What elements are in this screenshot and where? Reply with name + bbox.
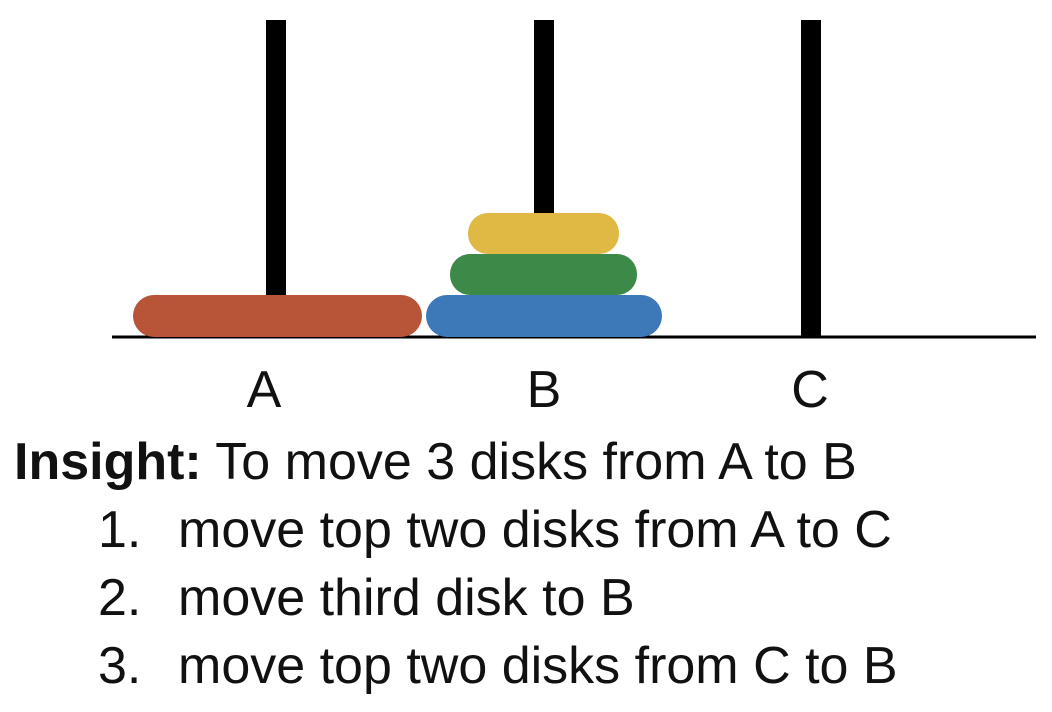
peg-label-c: C — [791, 361, 829, 419]
insight-line: Insight: To move 3 disks from A to B — [14, 430, 857, 494]
tower-of-hanoi-diagram — [112, 20, 1036, 339]
step-item: 1. move top two disks from A to C — [98, 496, 898, 564]
blue-disk — [426, 295, 662, 337]
step-text: move top two disks from A to C — [178, 501, 892, 559]
steps-list: 1. move top two disks from A to C 2. move … — [98, 496, 898, 700]
step-item: 2. move third disk to B — [98, 564, 898, 632]
step-number: 2. — [98, 569, 142, 627]
insight-heading: Insight: — [14, 433, 202, 491]
step-text: move third disk to B — [178, 569, 635, 627]
step-number: 3. — [98, 637, 142, 695]
step-number: 1. — [98, 501, 142, 559]
red-disk — [133, 295, 422, 337]
step-text: move top two disks from C to B — [178, 637, 898, 695]
yellow-disk — [468, 213, 619, 254]
peg-label-a: A — [246, 361, 282, 419]
peg-label-b: B — [526, 361, 562, 419]
green-disk — [450, 254, 637, 295]
insight-text: To move 3 disks from A to B — [201, 433, 857, 491]
peg-a — [266, 20, 286, 338]
step-item: 3. move top two disks from C to B — [98, 632, 898, 700]
peg-c — [801, 20, 821, 338]
